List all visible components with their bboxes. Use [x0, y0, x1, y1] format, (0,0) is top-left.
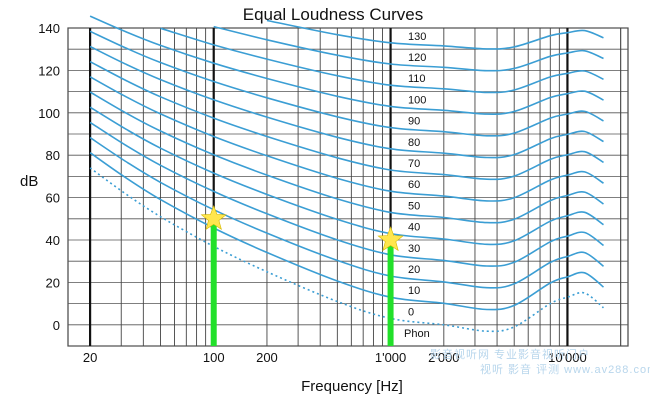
phon-label-40: 40 — [408, 222, 420, 234]
loudness-curves — [89, 15, 605, 333]
y-tick-label: 140 — [38, 21, 60, 36]
y-tick-label: 0 — [53, 318, 60, 333]
marker-star-2 — [377, 226, 404, 252]
phon-labels: 0 10 20 30 40 50 60 70 80 90 100 110 120 130 — [408, 31, 426, 319]
phon-label-90: 90 — [408, 116, 420, 128]
phon-label-50: 50 — [408, 200, 420, 212]
y-tick-label: 20 — [46, 275, 60, 290]
curve-110-phon — [160, 27, 604, 94]
curve-50-phon — [89, 91, 604, 224]
curve-40-phon — [89, 106, 604, 246]
y-tick-label: 80 — [46, 148, 60, 163]
x-tick-label: 200 — [256, 350, 278, 365]
y-tick-label: 120 — [38, 63, 60, 78]
phon-label-20: 20 — [408, 264, 420, 276]
phon-label-80: 80 — [408, 137, 420, 149]
x-tick-label: 1'000 — [375, 350, 406, 365]
chart-title: Equal Loudness Curves — [243, 5, 424, 24]
phon-label-10: 10 — [408, 285, 420, 297]
curve-60-phon — [89, 76, 604, 202]
x-axis-label: Frequency [Hz] — [301, 378, 403, 395]
phon-label-110: 110 — [408, 73, 426, 85]
curve-0-phon — [89, 167, 605, 333]
y-tick-label: 60 — [46, 191, 60, 206]
marker-star-1 — [200, 204, 227, 230]
phon-label-30: 30 — [408, 243, 420, 255]
curve-90-phon — [89, 30, 604, 137]
curve-10-phon — [89, 152, 605, 311]
grid — [67, 27, 629, 347]
curve-80-phon — [89, 45, 604, 159]
phon-label-60: 60 — [408, 179, 420, 191]
curve-120-phon — [213, 25, 604, 72]
x-tick-label: 100 — [203, 350, 225, 365]
curve-100-phon — [89, 15, 604, 115]
phon-label-120: 120 — [408, 52, 426, 64]
y-axis-label: dB — [20, 173, 38, 190]
curve-70-phon — [89, 60, 604, 181]
phon-label-100: 100 — [408, 94, 426, 106]
phon-label-0: 0 — [408, 306, 414, 318]
phon-label-130: 130 — [408, 31, 426, 43]
x-tick-label: 10'000 — [548, 350, 587, 365]
markers — [200, 204, 404, 346]
curve-20-phon — [89, 136, 604, 289]
curve-30-phon — [89, 121, 604, 267]
y-tick-label: 40 — [46, 233, 60, 248]
watermark-line-2: 视听 影音 评测 www.av288.com — [480, 362, 650, 376]
x-tick-label: 2'000 — [428, 350, 459, 365]
x-tick-label: 20 — [83, 350, 97, 365]
watermark-line-1: 影音视听网 专业影音视听门户 — [430, 347, 590, 361]
phon-label-70: 70 — [408, 158, 420, 170]
phon-unit-label: Phon — [404, 328, 430, 340]
watermark: 影音视听网 专业影音视听门户 视听 影音 评测 www.av288.com — [430, 347, 650, 376]
curve-130-phon — [266, 19, 604, 50]
y-tick-label: 100 — [38, 106, 60, 121]
